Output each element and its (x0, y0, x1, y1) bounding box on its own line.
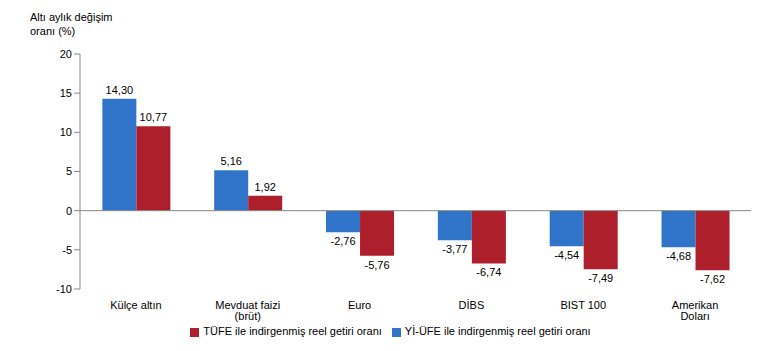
svg-text:5: 5 (66, 165, 72, 177)
svg-text:-3,77: -3,77 (442, 243, 467, 255)
svg-text:10,77: 10,77 (140, 111, 168, 123)
html-text:Yİ-ÜFE ile indirgenmiş reel ge: Yİ-ÜFE ile indirgenmiş reel getiri oranı (404, 325, 591, 337)
svg-text:1,92: 1,92 (254, 181, 275, 193)
svg-text:14,30: 14,30 (106, 84, 134, 96)
svg-text:AmerikanDoları: AmerikanDoları (672, 299, 718, 322)
svg-text:15: 15 (60, 87, 72, 99)
svg-text:-10: -10 (56, 283, 72, 295)
svg-text:-5,76: -5,76 (364, 259, 389, 271)
svg-text:-4,68: -4,68 (666, 250, 691, 262)
svg-text:20: 20 (60, 48, 72, 60)
svg-text:-6,74: -6,74 (476, 266, 501, 278)
svg-text:Euro: Euro (348, 299, 371, 311)
svg-text:Külçe altın: Külçe altın (110, 299, 161, 311)
html-text:TÜFE ile indirgenmiş reel geti: TÜFE ile indirgenmiş reel getiri oranı (203, 325, 382, 337)
svg-text:-7,49: -7,49 (588, 272, 613, 284)
svg-text:0: 0 (66, 205, 72, 217)
svg-text:5,16: 5,16 (220, 155, 241, 167)
svg-text:10: 10 (60, 126, 72, 138)
svg-text:-5: -5 (62, 244, 72, 256)
svg-text:BIST 100: BIST 100 (560, 299, 606, 311)
svg-text:-4,54: -4,54 (554, 249, 579, 261)
svg-text:-2,76: -2,76 (330, 235, 355, 247)
svg-text:DİBS: DİBS (459, 299, 485, 311)
svg-text:Mevduat faizi(brüt): Mevduat faizi(brüt) (215, 299, 280, 322)
svg-text:-7,62: -7,62 (700, 273, 725, 285)
html-text:Altı aylık değişim oranı (%): Altı aylık değişim oranı (%) (30, 11, 113, 37)
